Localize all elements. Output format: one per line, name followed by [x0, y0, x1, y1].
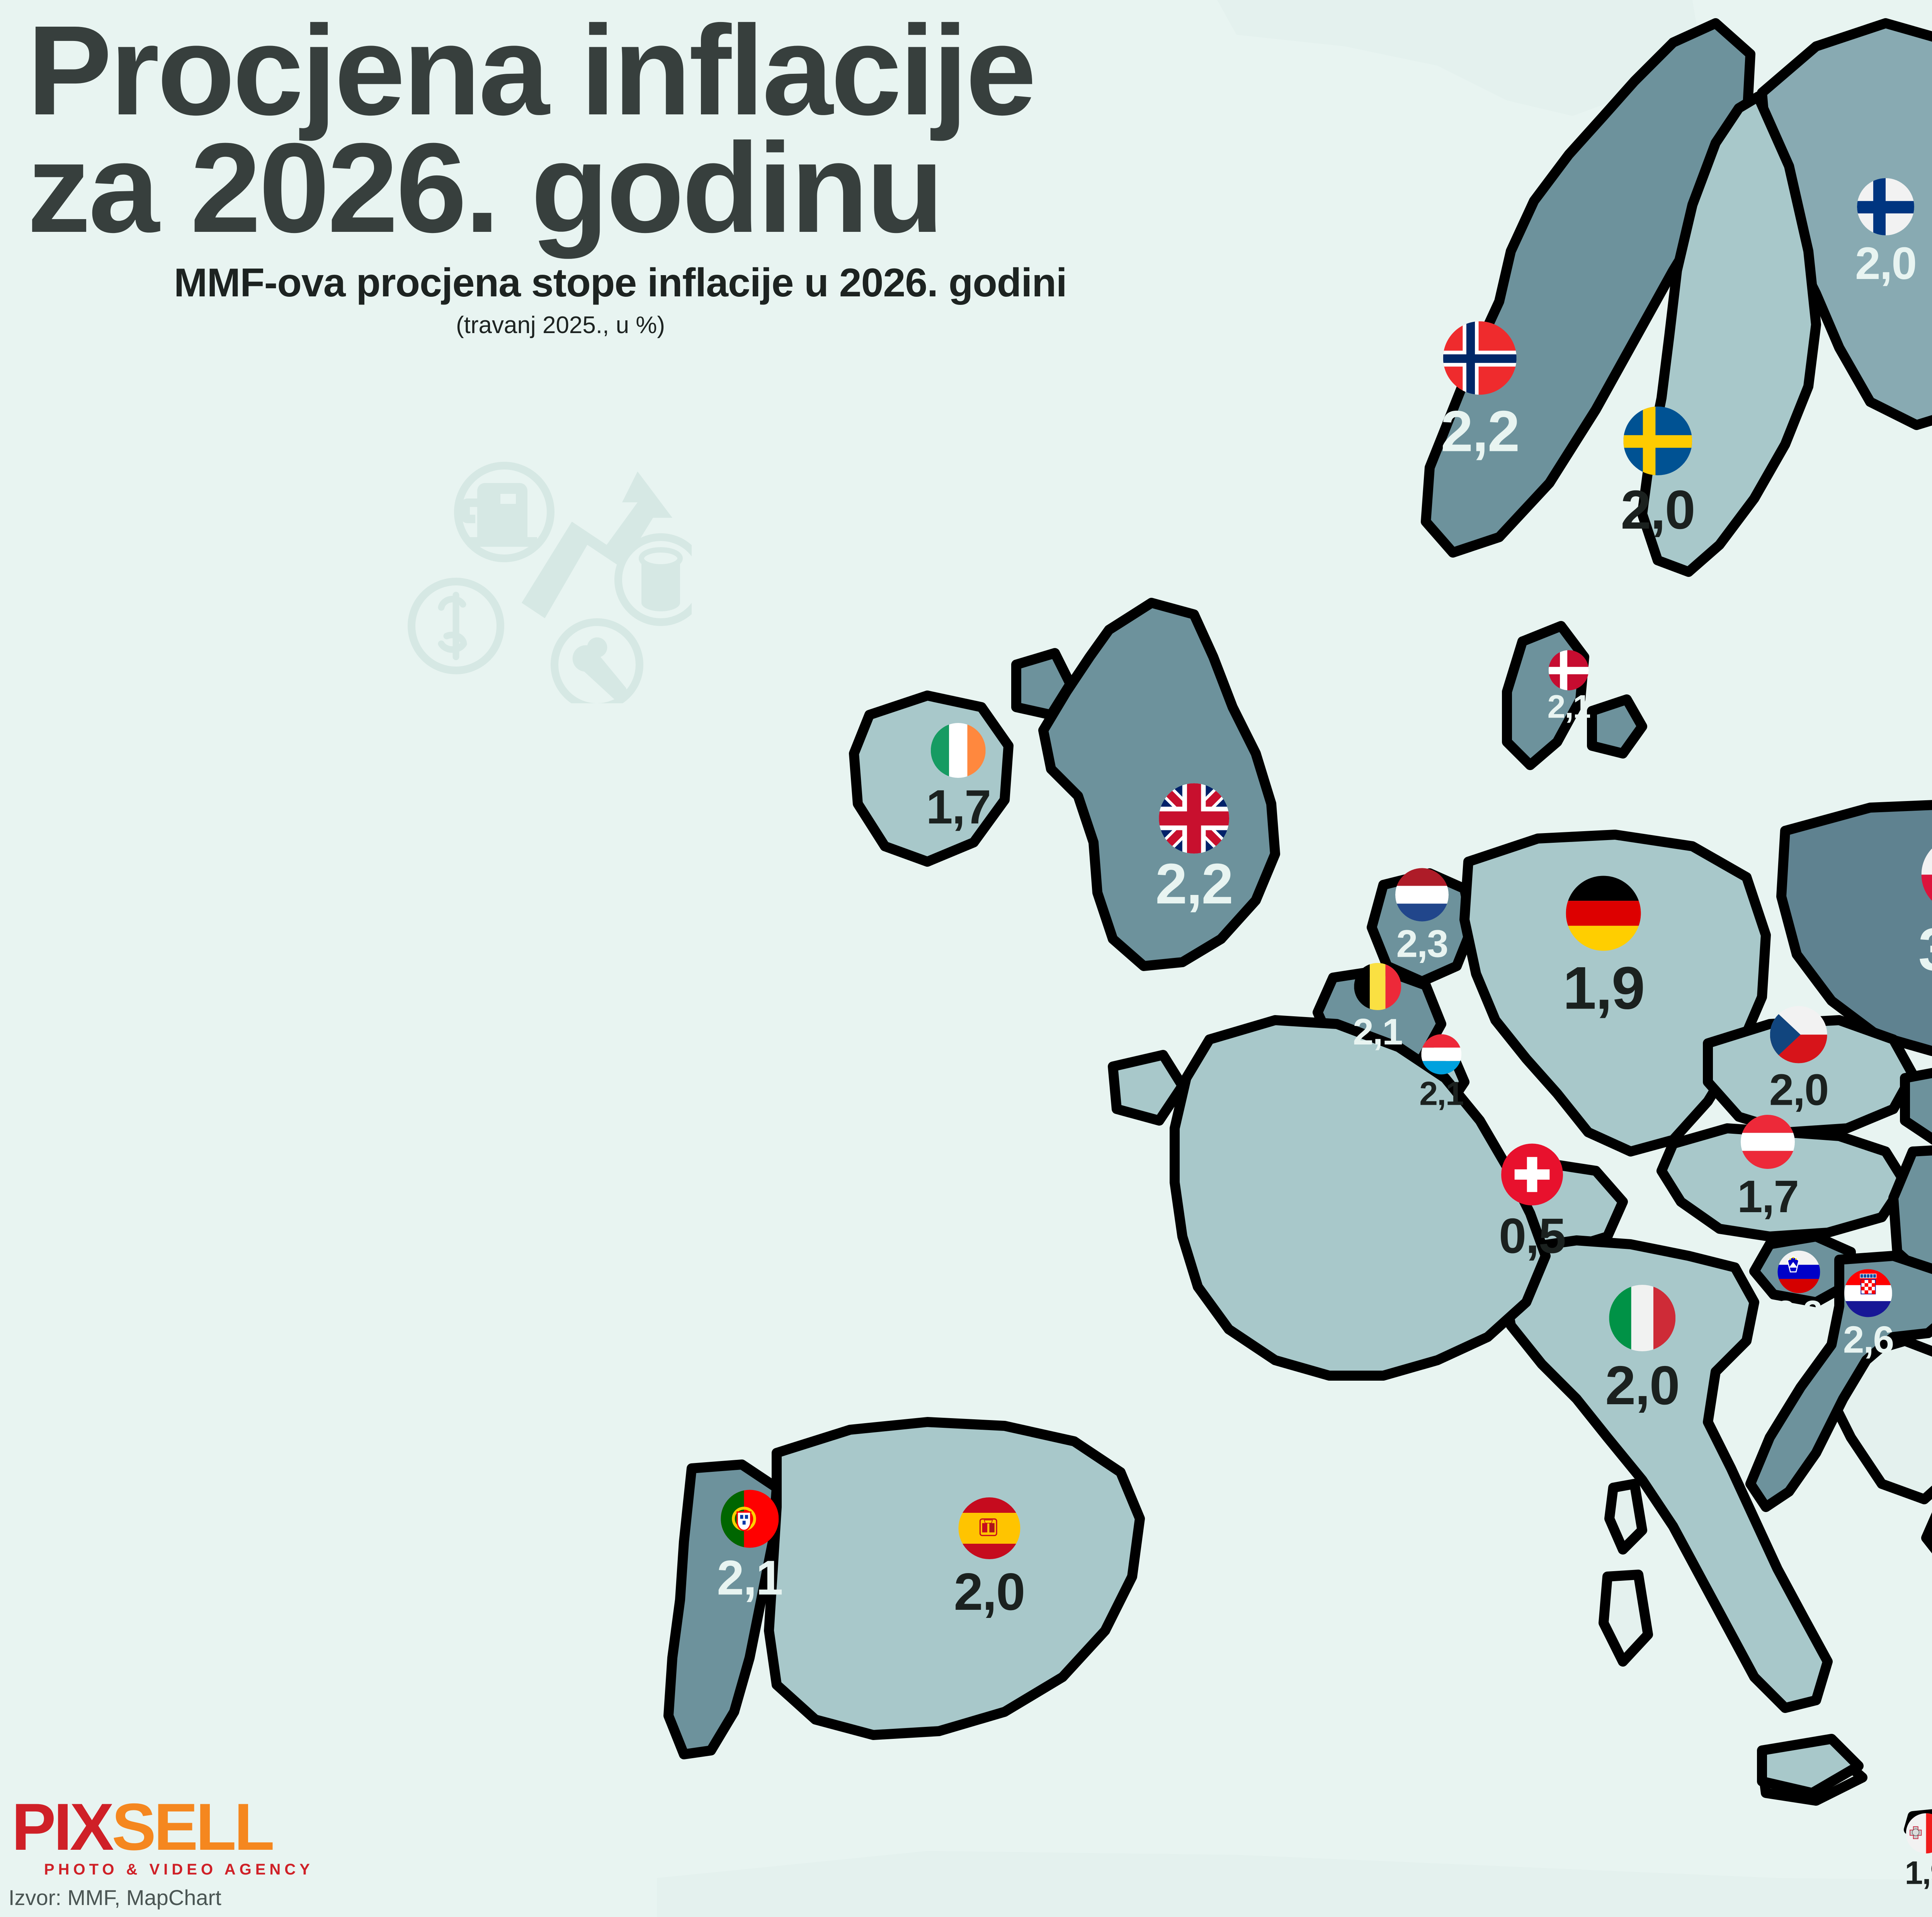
country-france	[1108, 1015, 1551, 1381]
flag-icon-pt	[720, 1486, 779, 1552]
flag-icon-cz	[1770, 1002, 1827, 1067]
inflation-value-se: 2,0	[1621, 479, 1695, 541]
country-marker-gb[interactable]: 2,2	[1155, 783, 1233, 917]
country-croatia	[1745, 1251, 1932, 1512]
inflation-value-gb: 2,2	[1155, 852, 1233, 916]
inflation-value-hr: 2,6	[1843, 1318, 1894, 1361]
inflation-value-si: 2,3	[1776, 1294, 1822, 1333]
country-marker-se[interactable]: 2,0	[1621, 401, 1696, 542]
country-marker-ie[interactable]: 1,7	[926, 719, 991, 835]
country-marker-it[interactable]: 2,0	[1605, 1280, 1680, 1417]
land-montenegro	[1921, 1512, 1932, 1554]
inflation-value-nl: 2,3	[1396, 922, 1448, 966]
inflation-value-de: 1,9	[1563, 954, 1645, 1022]
flag-icon-mt	[1906, 1810, 1932, 1857]
inflation-value-cz: 2,0	[1769, 1065, 1829, 1115]
flag-icon-es	[958, 1493, 1020, 1564]
inflation-value-at: 1,7	[1737, 1171, 1799, 1222]
country-italy	[1498, 1235, 1864, 1798]
inflation-value-pl: 3,4	[1918, 915, 1932, 985]
flag-icon-si	[1777, 1248, 1820, 1296]
country-poland	[1776, 800, 1932, 1056]
source-credit: Izvor: MMF, MapChart	[9, 1885, 221, 1910]
flag-icon-lu	[1421, 1032, 1461, 1077]
pixsell-logo: PIXSELL PHOTO & VIDEO AGENCY	[12, 1794, 314, 1878]
country-marker-mt[interactable]: 1,9	[1905, 1810, 1932, 1892]
flag-icon-hr	[1844, 1266, 1892, 1320]
land-north-africa	[657, 1851, 1932, 1917]
flag-icon-at	[1740, 1111, 1795, 1173]
flag-icon-fi	[1857, 174, 1914, 240]
flag-icon-no	[1443, 316, 1517, 400]
flag-icon-ie	[930, 719, 986, 782]
flag-icon-pl	[1922, 832, 1932, 918]
header: Procjena inflacije za 2026. godinu MMF-o…	[27, 0, 1067, 339]
flag-icon-de	[1566, 871, 1641, 956]
flag-icon-nl	[1395, 866, 1449, 924]
land-sardinia	[1599, 1570, 1653, 1667]
country-norway	[1421, 18, 1755, 558]
inflation-value-fi: 2,0	[1855, 238, 1917, 289]
inflation-value-ie: 1,7	[926, 781, 991, 834]
logo-tagline: PHOTO & VIDEO AGENCY	[44, 1861, 314, 1878]
subtitle: MMF-ova procjena stope inflacije u 2026.…	[174, 260, 1067, 306]
country-spain	[764, 1417, 1145, 1740]
inflation-value-dk: 2,1	[1547, 688, 1591, 725]
country-marker-es[interactable]: 2,0	[954, 1493, 1026, 1622]
country-denmark	[1502, 621, 1647, 770]
country-marker-cz[interactable]: 2,0	[1769, 1002, 1829, 1116]
country-marker-at[interactable]: 1,7	[1737, 1111, 1799, 1223]
inflation-value-lu: 2,1	[1419, 1075, 1464, 1112]
inflation-value-it: 2,0	[1605, 1355, 1680, 1416]
logo-sell-text: SELL	[112, 1790, 275, 1864]
page-title: Procjena inflacije za 2026. godinu	[27, 0, 1036, 259]
land-corsica	[1604, 1479, 1647, 1555]
inflation-value-es: 2,0	[954, 1562, 1025, 1621]
country-marker-fi[interactable]: 2,0	[1855, 174, 1917, 290]
flag-icon-it	[1609, 1280, 1675, 1356]
subtitle-note: (travanj 2025., u %)	[456, 312, 665, 339]
country-marker-ch[interactable]: 0,5	[1499, 1139, 1566, 1265]
country-germany	[1459, 830, 1771, 1157]
inflation-value-mt: 1,9	[1905, 1854, 1932, 1891]
country-uk	[1011, 598, 1280, 971]
flag-icon-gb	[1159, 783, 1229, 854]
inflation-value-ch: 0,5	[1499, 1208, 1566, 1264]
country-marker-nl[interactable]: 2,3	[1395, 866, 1449, 966]
flag-icon-dk	[1549, 650, 1589, 691]
flag-icon-be	[1354, 960, 1401, 1013]
logo-wordmark: PIXSELL	[12, 1794, 314, 1860]
country-marker-no[interactable]: 2,2	[1440, 316, 1520, 465]
country-marker-be[interactable]: 2,1	[1353, 960, 1403, 1053]
inflation-value-be: 2,1	[1353, 1011, 1403, 1053]
country-marker-hr[interactable]: 2,6	[1843, 1266, 1894, 1362]
country-slovakia	[1900, 1068, 1932, 1145]
land-greenland-arctic	[1217, 0, 1700, 116]
logo-pix-text: PIX	[12, 1790, 114, 1864]
country-marker-pt[interactable]: 2,1	[717, 1486, 783, 1606]
flag-icon-ch	[1501, 1139, 1563, 1210]
inflation-value-pt: 2,1	[717, 1550, 783, 1605]
country-marker-de[interactable]: 1,9	[1563, 871, 1645, 1023]
inflation-value-no: 2,2	[1440, 398, 1520, 464]
flag-icon-se	[1623, 401, 1692, 481]
country-marker-si[interactable]: 2,3	[1776, 1248, 1823, 1334]
country-marker-lu[interactable]: 2,1	[1419, 1032, 1464, 1113]
country-hungary	[1888, 1145, 1932, 1290]
country-marker-dk[interactable]: 2,1	[1547, 650, 1591, 726]
country-marker-pl[interactable]: 3,4	[1918, 832, 1932, 985]
